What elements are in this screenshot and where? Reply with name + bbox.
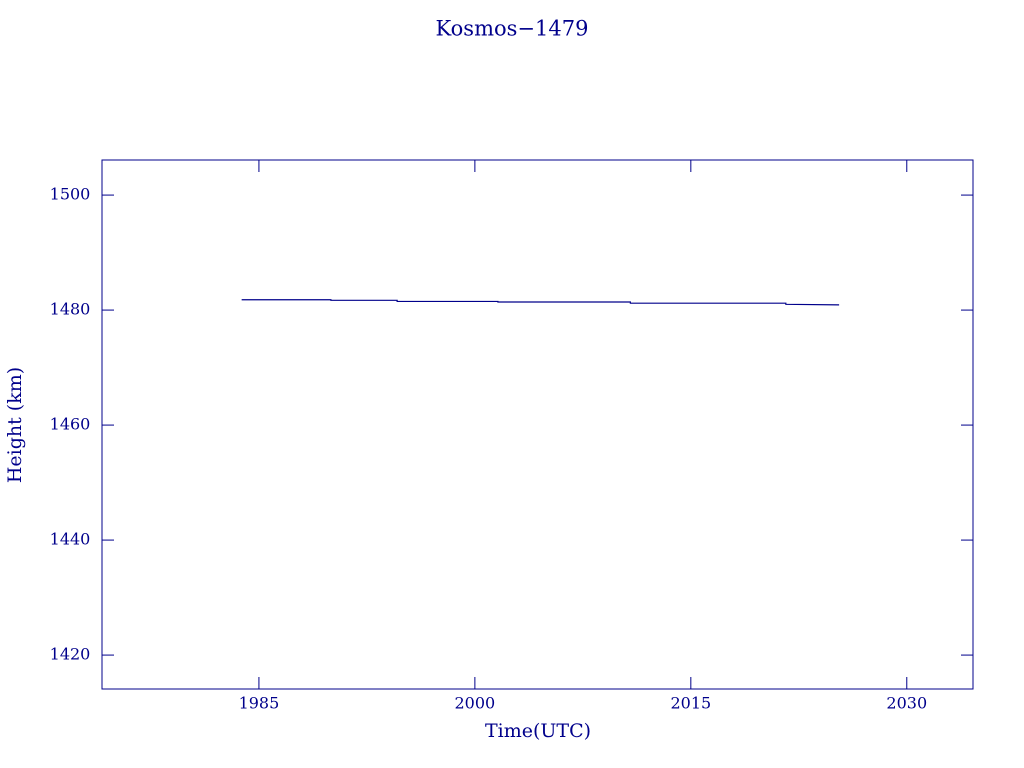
plot-frame xyxy=(101,159,974,690)
x-axis-label: Time(UTC) xyxy=(485,720,591,742)
y-axis-label: Height (km) xyxy=(4,367,26,483)
x-tick-label: 1985 xyxy=(239,694,280,713)
y-tick-label: 1500 xyxy=(50,185,91,204)
chart-title: Kosmos−1479 xyxy=(436,17,589,41)
x-tick-label: 2000 xyxy=(455,694,496,713)
y-tick-label: 1440 xyxy=(50,530,91,549)
y-tick-label: 1460 xyxy=(50,415,91,434)
y-tick-label: 1480 xyxy=(50,300,91,319)
y-tick-label: 1420 xyxy=(50,645,91,664)
x-tick-label: 2015 xyxy=(670,694,711,713)
x-tick-label: 2030 xyxy=(886,694,927,713)
data-line xyxy=(241,299,840,306)
